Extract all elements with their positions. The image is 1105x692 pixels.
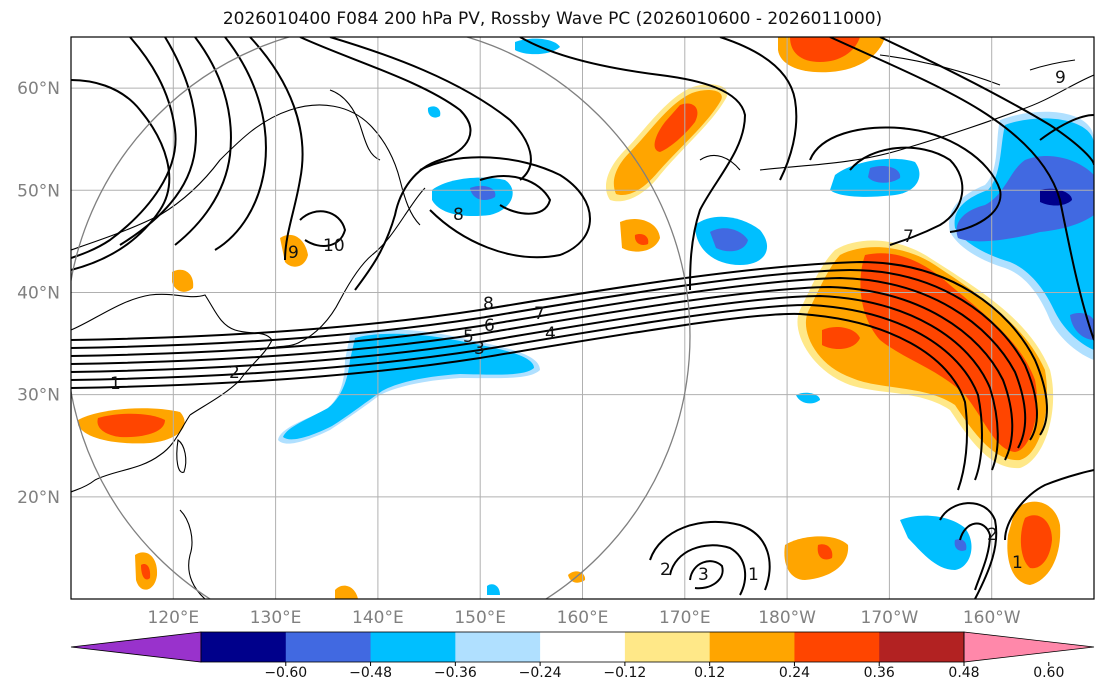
colorbar: −0.60 −0.48 −0.36 −0.24 −0.12 0.12 0.24 0.36 0.4… xyxy=(70,631,1095,681)
colorbar-extend-high xyxy=(963,631,1095,663)
longitude-labels: 120°E 130°E 140°E 150°E 160°E 170°E 180°W 170°W… xyxy=(147,608,1020,628)
positive-anomaly-small-d-core xyxy=(141,564,151,580)
longitude-label: 170°W xyxy=(861,608,919,628)
negative-anomaly-small-8 xyxy=(487,584,500,595)
colorbar-segment xyxy=(624,632,711,662)
contour-label: 2 xyxy=(660,560,671,580)
positive-anomaly-small-a-core xyxy=(634,234,649,245)
latitude-label: 20°N xyxy=(17,488,60,508)
contour-label: 4 xyxy=(545,324,556,344)
contour-label: 1 xyxy=(748,565,759,585)
longitude-label: 150°E xyxy=(454,608,506,628)
longitude-label: 130°E xyxy=(250,608,302,628)
positive-anomaly-china-core xyxy=(97,413,165,438)
positive-anomaly-small-1 xyxy=(822,326,860,350)
colorbar-tick-label: 0.48 xyxy=(948,665,979,681)
latitude-labels: 60°N 50°N 40°N 30°N 20°N xyxy=(17,79,60,508)
contour-label: 9 xyxy=(288,243,299,263)
negative-anomaly-small-5 xyxy=(796,392,820,404)
negative-anomaly-ne-core xyxy=(956,155,1094,242)
map-frame xyxy=(70,36,1095,600)
positive-anomaly-kamchatka-core xyxy=(654,103,698,152)
colorbar-tick-label: −0.48 xyxy=(349,665,392,681)
negative-anomaly-aleutian-core xyxy=(868,166,901,183)
negative-anomaly-ne-deep xyxy=(1040,188,1072,206)
longitude-label: 170°E xyxy=(659,608,711,628)
negative-anomaly-small-6 xyxy=(900,515,972,570)
latitude-label: 30°N xyxy=(17,386,60,406)
positive-anomaly-se-core xyxy=(1020,515,1052,569)
colorbar-tick-label: 0.24 xyxy=(779,665,810,681)
contour-label: 3 xyxy=(474,339,485,359)
colorbar-outline xyxy=(200,631,965,663)
longitude-label: 160°E xyxy=(557,608,609,628)
contour-label: 8 xyxy=(453,205,464,225)
negative-anomaly-145e xyxy=(432,177,513,217)
positive-anomaly-small-c xyxy=(172,269,194,292)
colorbar-segment xyxy=(879,632,965,662)
colorbar-segment xyxy=(794,632,880,662)
latitude-label: 60°N xyxy=(17,79,60,99)
longitude-label: 140°E xyxy=(352,608,404,628)
contour-label: 7 xyxy=(534,304,545,324)
colorbar-segment xyxy=(540,632,626,662)
colorbar-segment xyxy=(709,632,795,662)
contour-label: 1 xyxy=(110,374,121,394)
negative-anomaly-165e-core xyxy=(710,228,748,252)
contour-label: 1 xyxy=(1012,553,1023,573)
contour-label: 10 xyxy=(323,236,345,256)
pv-contours xyxy=(71,37,1094,599)
contour-label: 2 xyxy=(987,525,998,545)
positive-anomaly-south xyxy=(784,536,849,580)
positive-anomaly-south-core xyxy=(817,544,833,560)
colorbar-tick-label: −0.24 xyxy=(519,665,562,681)
negative-anomaly-145e-core xyxy=(470,185,496,200)
colorbar-segment xyxy=(285,632,372,662)
range-circle xyxy=(71,37,691,599)
latitude-label: 50°N xyxy=(17,181,60,201)
contour-label: 5 xyxy=(463,327,474,347)
colorbar-segment xyxy=(455,632,541,662)
contour-label: 6 xyxy=(484,316,495,336)
colorbar-tick-label: 0.36 xyxy=(864,665,895,681)
longitude-label: 180°W xyxy=(758,608,816,628)
contour-label: 2 xyxy=(229,363,240,383)
contour-labels: 1 2 3 4 5 6 7 8 9 10 7 8 9 2 3 1 1 2 xyxy=(110,68,1066,585)
colorbar-tick-label: −0.12 xyxy=(603,665,646,681)
latitude-label: 40°N xyxy=(17,283,60,303)
negative-anomaly-small-3 xyxy=(427,106,441,118)
colorbar-tick-label: −0.60 xyxy=(264,665,307,681)
map-title: 2026010400 F084 200 hPa PV, Rossby Wave … xyxy=(222,9,883,29)
longitude-label: 160°W xyxy=(963,608,1021,628)
negative-anomaly-small-7 xyxy=(954,539,967,551)
contour-label: 9 xyxy=(1055,68,1066,88)
contour-label: 7 xyxy=(903,227,914,247)
colorbar-tick-label: −0.36 xyxy=(434,665,477,681)
colorbar-tick-label: 0.60 xyxy=(1033,665,1064,681)
colorbar-extend-low xyxy=(70,631,202,663)
longitude-label: 120°E xyxy=(147,608,199,628)
positive-anomaly-small-e xyxy=(335,585,358,599)
contour-label: 8 xyxy=(483,294,494,314)
colorbar-segment xyxy=(201,632,287,662)
contour-label: 3 xyxy=(698,565,709,585)
colorbar-segment xyxy=(370,632,456,662)
colorbar-tick-label: 0.12 xyxy=(694,665,725,681)
